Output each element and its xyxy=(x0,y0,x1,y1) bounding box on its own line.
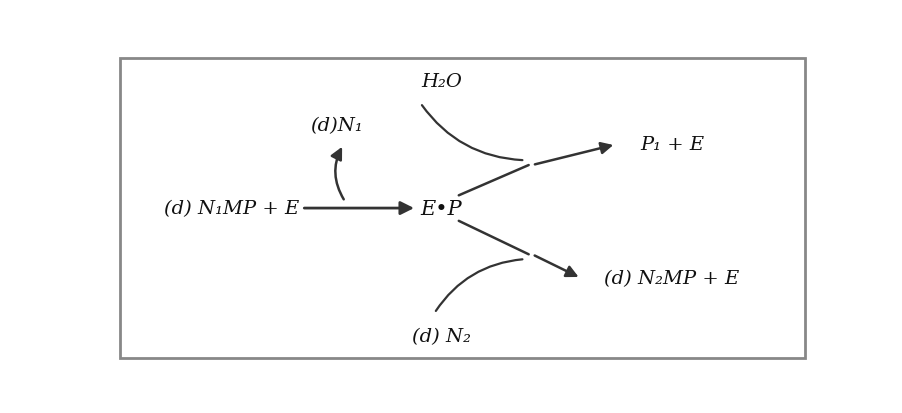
Text: (d)N₁: (d)N₁ xyxy=(310,117,363,135)
Text: H₂O: H₂O xyxy=(421,72,462,90)
Text: E•P: E•P xyxy=(420,199,462,218)
Text: (d) N₂: (d) N₂ xyxy=(412,327,471,345)
Text: (d) N₂MP + E: (d) N₂MP + E xyxy=(604,270,740,287)
FancyBboxPatch shape xyxy=(120,59,805,358)
Text: P₁ + E: P₁ + E xyxy=(640,136,704,154)
Text: (d) N₁MP + E: (d) N₁MP + E xyxy=(164,199,299,218)
